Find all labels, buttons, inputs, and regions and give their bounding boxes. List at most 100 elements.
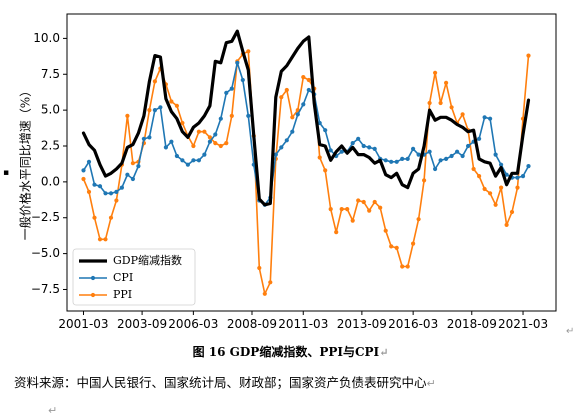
legend-box: [72, 248, 196, 306]
data-point-cpi: [323, 128, 328, 133]
data-point-ppi: [301, 75, 306, 80]
x-tick-label: 2013-09: [337, 317, 387, 331]
data-point-cpi: [444, 156, 449, 161]
data-point-cpi: [317, 120, 322, 126]
series-line-cpi: [82, 61, 530, 206]
data-point-ppi: [394, 245, 399, 250]
data-point-ppi: [350, 218, 355, 223]
source-text: 资料来源：中国人民银行、国家统计局、财政部；国家资产负债表研究中心: [14, 375, 427, 390]
data-point-ppi: [433, 70, 438, 75]
data-point-cpi: [169, 139, 174, 144]
data-point-cpi: [482, 115, 487, 120]
data-point-cpi: [339, 149, 344, 154]
data-point-ppi: [125, 113, 130, 118]
y-tick-label: −5.0: [31, 246, 60, 260]
data-point-cpi: [246, 113, 251, 118]
data-point-ppi: [416, 217, 421, 222]
data-point-cpi: [284, 138, 289, 143]
data-point-ppi: [257, 265, 262, 271]
data-point-cpi: [394, 159, 399, 164]
y-tick-label: −7.5: [31, 282, 60, 296]
x-tick-label: 2011-03: [278, 317, 328, 331]
data-point-cpi: [213, 132, 218, 137]
source-note: 资料来源：中国人民银行、国家统计局、财政部；国家资产负债表研究中心↵: [14, 372, 436, 391]
data-point-cpi: [207, 139, 212, 144]
data-point-cpi: [433, 166, 438, 172]
y-axis: −7.5 −5.0 −2.5 0.0 2.5 5.0 7.5 10.0: [31, 31, 67, 296]
data-point-ppi: [218, 143, 223, 149]
data-point-cpi: [356, 136, 361, 141]
data-point-ppi: [306, 77, 311, 83]
data-point-ppi: [515, 185, 520, 190]
data-point-cpi: [290, 129, 295, 134]
data-point-cpi: [218, 116, 223, 121]
data-point-cpi: [130, 176, 135, 182]
data-point-cpi: [229, 86, 234, 91]
data-point-ppi: [86, 189, 92, 194]
data-point-ppi: [229, 113, 234, 118]
data-point-cpi: [147, 135, 152, 140]
data-point-ppi: [97, 237, 103, 242]
data-point-ppi: [449, 105, 454, 110]
data-point-cpi: [191, 158, 196, 163]
data-point-ppi: [361, 199, 366, 205]
data-point-cpi: [411, 146, 416, 151]
data-point-cpi: [185, 162, 190, 167]
data-point-ppi: [405, 264, 410, 269]
data-point-ppi: [290, 115, 295, 120]
data-point-cpi: [367, 145, 372, 150]
data-point-ppi: [246, 49, 251, 54]
data-point-cpi: [389, 159, 394, 164]
data-point-ppi: [196, 129, 201, 134]
data-point-ppi: [378, 205, 383, 210]
paragraph-mark: ↵: [426, 377, 436, 390]
trailing-paragraph-mark: ↵: [48, 404, 58, 417]
data-point-ppi: [114, 198, 119, 203]
side-marker: ▪: [3, 168, 9, 178]
data-point-cpi: [141, 136, 146, 141]
data-point-ppi: [284, 87, 289, 93]
data-point-ppi: [493, 202, 498, 207]
data-point-ppi: [477, 174, 482, 179]
data-point-cpi: [455, 149, 460, 154]
x-tick-label: 2016-03: [388, 317, 438, 331]
data-point-cpi: [108, 191, 114, 196]
y-axis-label: 一般价格水平同比增速（%）: [18, 85, 33, 240]
legend-item-ppi: PPI: [79, 288, 132, 301]
data-point-cpi: [92, 182, 97, 187]
data-point-cpi: [405, 156, 410, 161]
data-point-cpi: [202, 152, 207, 157]
figure-caption: 图 16 GDP缩减指数、PPI与CPI↵: [0, 343, 581, 360]
data-point-cpi: [350, 141, 355, 146]
data-point-ppi: [147, 108, 152, 113]
data-point-ppi: [108, 215, 114, 220]
data-point-cpi: [86, 159, 92, 164]
corner-paragraph-mark: ↵: [566, 326, 574, 337]
data-point-cpi: [81, 168, 86, 173]
data-point-cpi: [235, 60, 240, 65]
data-point-ppi: [328, 207, 333, 212]
figure-caption-text: 图 16 GDP缩减指数、PPI与CPI: [192, 345, 380, 359]
legend-item-cpi: CPI: [79, 271, 133, 284]
data-point-cpi: [477, 136, 482, 141]
data-point-ppi: [152, 79, 157, 84]
x-axis: 2001-03 2003-09 2006-03 2008-09 2011-03 2013-…: [58, 311, 548, 331]
data-point-cpi: [361, 143, 366, 149]
data-point-cpi: [279, 145, 284, 150]
data-point-cpi: [449, 153, 454, 159]
data-point-ppi: [103, 237, 108, 242]
data-point-cpi: [180, 158, 185, 163]
data-point-ppi: [427, 100, 432, 106]
data-point-ppi: [411, 241, 416, 246]
data-point-ppi: [526, 53, 531, 58]
x-tick-label: 2003-09: [117, 317, 167, 331]
data-point-cpi: [295, 112, 300, 117]
data-point-ppi: [317, 155, 322, 160]
data-point-cpi: [400, 156, 405, 161]
data-point-ppi: [323, 168, 328, 173]
data-point-ppi: [334, 230, 339, 235]
legend-label-cpi: CPI: [113, 271, 133, 284]
data-point-cpi: [372, 146, 377, 151]
y-tick-label: 5.0: [41, 103, 60, 117]
y-tick-label: 2.5: [41, 139, 60, 153]
